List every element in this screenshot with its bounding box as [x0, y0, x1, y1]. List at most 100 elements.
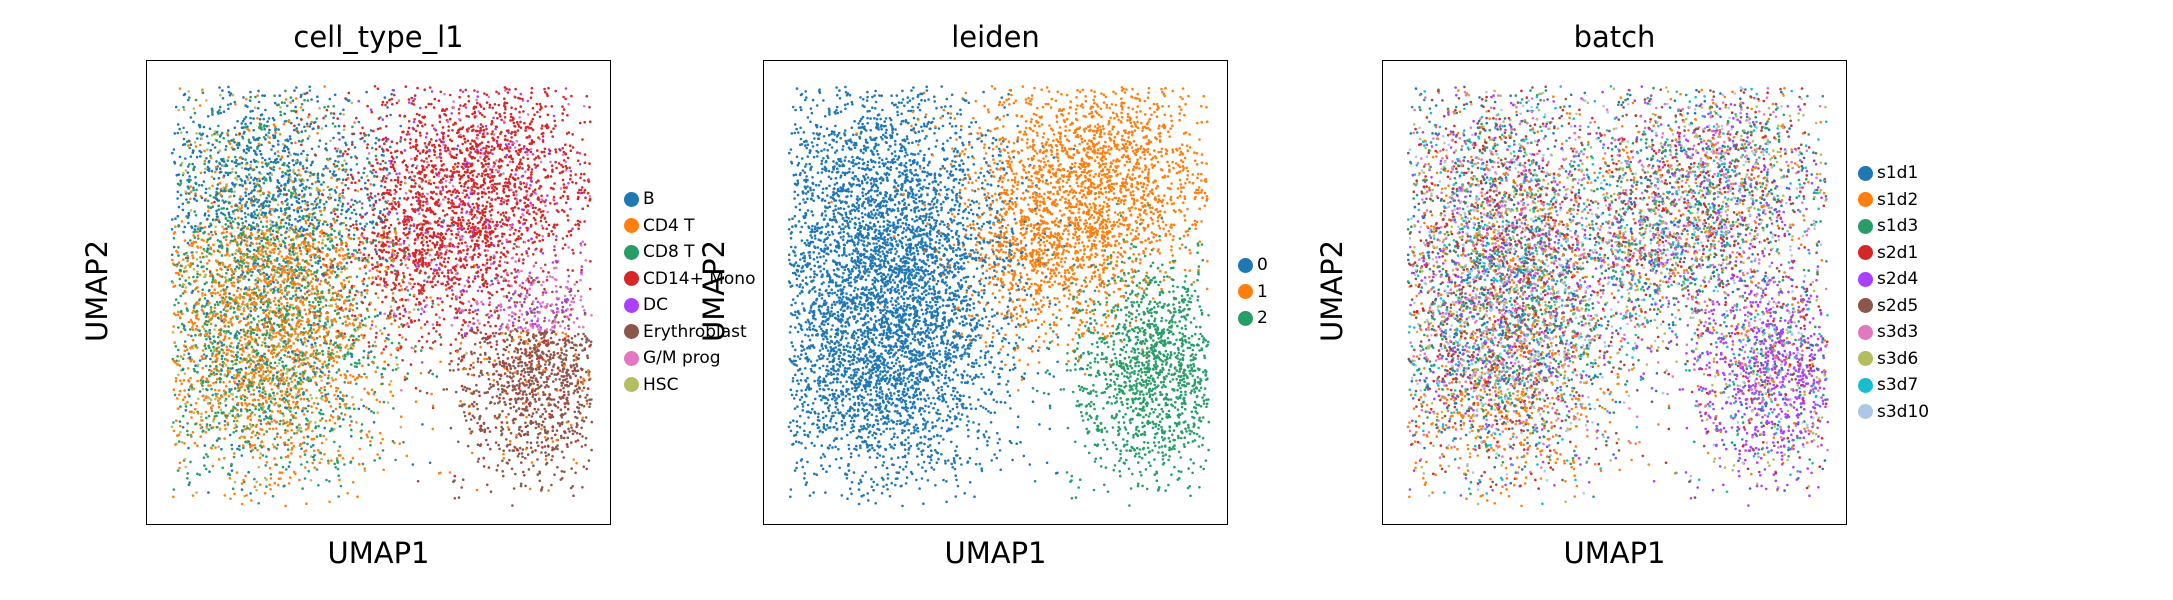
scatter-point [302, 167, 305, 170]
scatter-point [222, 381, 225, 384]
scatter-point [279, 436, 282, 439]
scatter-point [563, 326, 567, 330]
scatter-point [447, 148, 450, 152]
scatter-point [475, 488, 479, 492]
scatter-point [486, 483, 489, 487]
scatter-point [517, 229, 521, 233]
scatter-point [237, 286, 240, 290]
scatter-point [503, 372, 507, 375]
scatter-point [415, 164, 419, 168]
scatter-point [262, 311, 265, 314]
scatter-point [360, 423, 364, 426]
scatter-point [580, 426, 583, 430]
scatter-point [524, 218, 528, 222]
scatter-point [341, 202, 345, 206]
scatter-point [571, 429, 574, 432]
scatter-point [186, 400, 189, 404]
scatter-point [357, 99, 361, 103]
scatter-point [510, 315, 514, 318]
scatter-point [238, 436, 242, 440]
scatter-point [309, 445, 313, 449]
scatter-point [344, 141, 347, 145]
scatter-point [521, 413, 525, 417]
scatter-point [335, 389, 338, 393]
scatter-point [533, 407, 537, 411]
scatter-point [419, 284, 423, 287]
scatter-point [429, 267, 433, 271]
scatter-point [438, 138, 442, 141]
scatter-point [428, 239, 432, 243]
scatter-point [310, 331, 314, 335]
scatter-point [554, 254, 557, 257]
scatter-point [257, 89, 260, 93]
scatter-point [204, 467, 208, 471]
scatter-point [181, 285, 184, 288]
scatter-point [351, 395, 354, 399]
scatter-point [476, 289, 480, 293]
scatter-point [272, 251, 276, 254]
scatter-point [369, 170, 372, 173]
scatter-point [205, 255, 208, 258]
scatter-point [219, 408, 223, 412]
scatter-point [496, 142, 499, 145]
scatter-point [232, 306, 236, 310]
scatter-point [561, 208, 564, 212]
scatter-point [247, 470, 250, 474]
scatter-point [547, 453, 550, 456]
scatter-point [249, 492, 252, 495]
scatter-point [355, 382, 358, 386]
scatter-point [211, 314, 215, 318]
scatter-point [526, 153, 529, 156]
scatter-point [213, 200, 216, 204]
scatter-point [453, 162, 457, 166]
scatter-point [299, 322, 303, 326]
scatter-point [552, 114, 556, 118]
scatter-point [458, 235, 462, 239]
scatter-point [183, 225, 187, 229]
scatter-point [263, 341, 267, 345]
scatter-point [205, 354, 208, 358]
scatter-point [514, 472, 517, 476]
scatter-point [314, 341, 317, 345]
scatter-point [565, 349, 568, 353]
scatter-point [500, 218, 504, 221]
scatter-point [231, 316, 234, 319]
scatter-point [581, 207, 584, 210]
scatter-point [409, 138, 412, 141]
scatter-point [370, 436, 374, 439]
scatter-point [229, 317, 232, 321]
scatter-point [182, 270, 186, 273]
scatter-point [271, 220, 274, 224]
scatter-point [180, 440, 184, 444]
scatter-point [531, 421, 535, 425]
scatter-point [250, 212, 253, 215]
scatter-point [286, 155, 290, 158]
scatter-point [450, 359, 453, 363]
scatter-point [294, 411, 298, 415]
scatter-point [372, 411, 376, 415]
scatter-point [179, 131, 183, 134]
scatter-point [382, 348, 386, 351]
scatter-point [486, 200, 489, 204]
scatter-point [579, 376, 583, 379]
scatter-point [307, 424, 310, 428]
scatter-point [332, 163, 336, 166]
scatter-point [569, 149, 573, 152]
scatter-point [268, 128, 271, 132]
scatter-point [414, 182, 417, 185]
scatter-point [468, 221, 472, 225]
scatter-point [351, 125, 354, 129]
scatter-point [274, 286, 277, 289]
scatter-point [192, 186, 195, 190]
scatter-point [263, 356, 267, 359]
scatter-point [450, 112, 454, 115]
scatter-point [425, 296, 428, 299]
scatter-point [507, 142, 511, 146]
scatter-point [397, 181, 400, 184]
scatter-point [550, 458, 553, 462]
scatter-point [537, 136, 540, 139]
scatter-point [249, 237, 253, 240]
scatter-point [209, 156, 213, 160]
plot-area [146, 60, 611, 525]
scatter-point [365, 240, 369, 244]
